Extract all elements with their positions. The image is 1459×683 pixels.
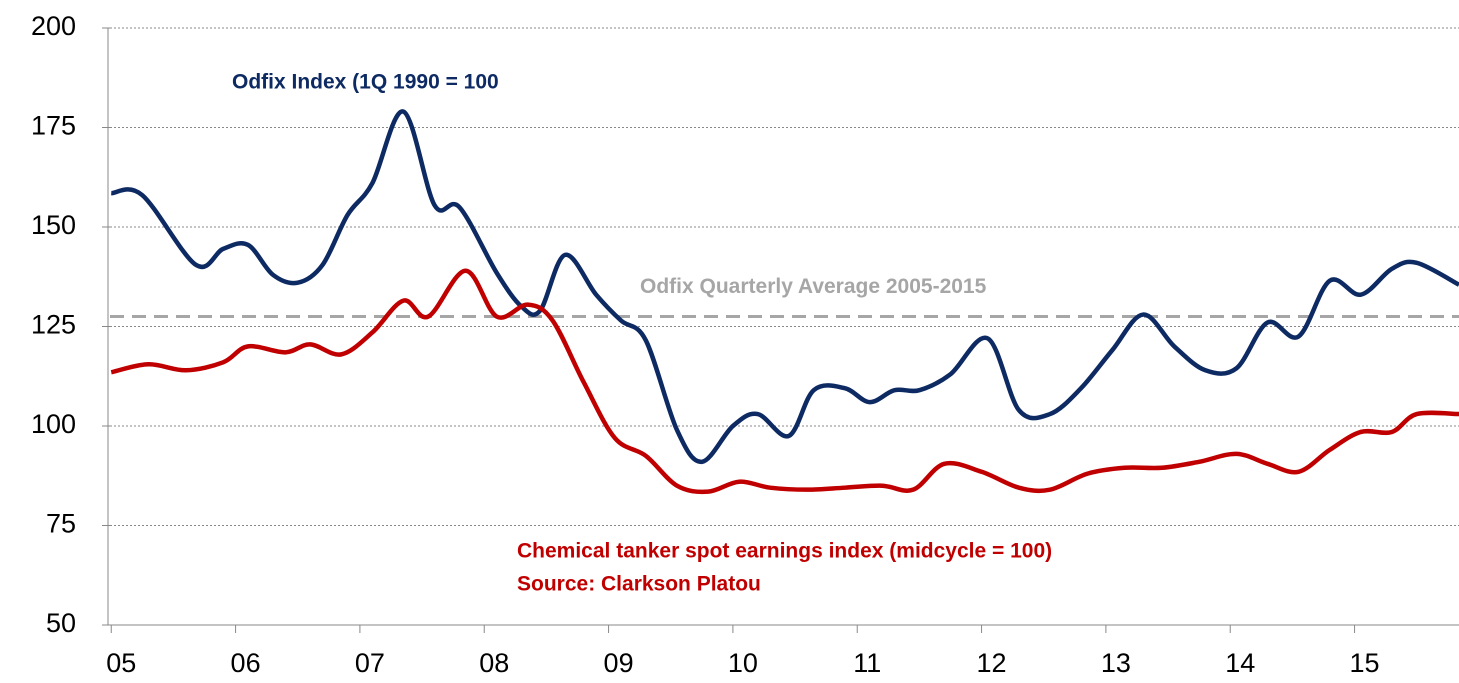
series-label: Odfix Index (1Q 1990 = 100 [232,71,499,94]
x-tick-label: 10 [728,648,758,678]
x-tick-label: 11 [853,648,881,678]
x-tick-label: 12 [977,648,1007,678]
y-tick-label: 150 [31,210,76,240]
x-tick-label: 07 [355,648,385,678]
y-tick-label: 50 [46,608,76,638]
line-series [110,109,1459,465]
y-tick-label: 75 [46,509,76,539]
x-tick-label: 15 [1350,648,1380,678]
reference-label: Odfix Quarterly Average 2005-2015 [640,275,987,298]
line-series [110,268,1459,495]
x-tick-label: 13 [1101,648,1131,678]
x-tick-label: 05 [106,648,136,678]
series-label: Chemical tanker spot earnings index (mid… [517,540,1052,563]
y-tick-label: 200 [31,11,76,41]
y-tick-label: 175 [31,111,76,141]
x-tick-label: 08 [479,648,509,678]
x-tick-label: 06 [231,648,261,678]
x-tick-label: 09 [604,648,634,678]
y-tick-label: 100 [31,409,76,439]
source-note: Source: Clarkson Platou [517,573,761,596]
y-tick-label: 125 [31,310,76,340]
x-tick-label: 14 [1225,648,1255,678]
